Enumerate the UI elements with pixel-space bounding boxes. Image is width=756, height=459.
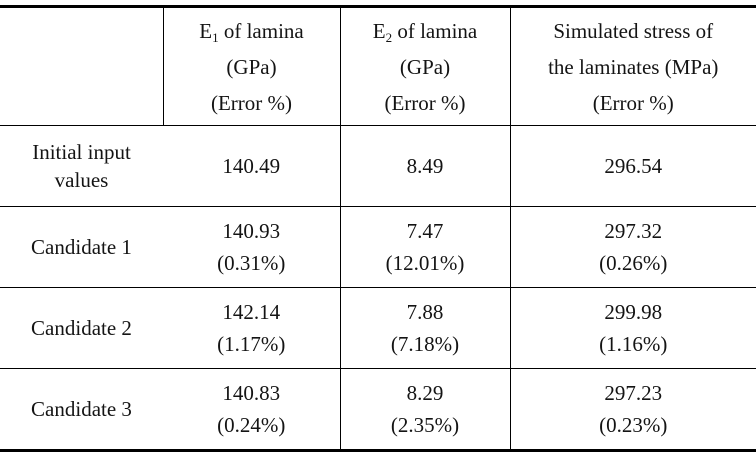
stress-value: 296.54 — [511, 150, 756, 182]
e2-value-cell: 8.29 (2.35%) — [340, 369, 510, 451]
row-label: Candidate 3 — [0, 369, 163, 451]
stress-error: (1.16%) — [511, 328, 756, 360]
e2-error: (7.18%) — [341, 328, 510, 360]
stress-error: (0.26%) — [511, 247, 756, 279]
stress-value: 297.32 — [511, 215, 756, 247]
column-header-stress-title-line2: the laminates (MPa) — [511, 49, 756, 85]
header-row: E1 of lamina (GPa) (Error %) E2 of lamin… — [0, 7, 756, 126]
column-header-e1-title: E1 of lamina — [164, 13, 340, 49]
stress-value-cell: 296.54 — [510, 126, 756, 207]
e1-error: (0.24%) — [163, 409, 340, 441]
column-header-stress-title-line1: Simulated stress of — [511, 13, 756, 49]
column-header-stress: Simulated stress of the laminates (MPa) … — [510, 7, 756, 126]
e1-value-cell: 140.83 (0.24%) — [163, 369, 340, 451]
column-header-e2: E2 of lamina (GPa) (Error %) — [340, 7, 510, 126]
e2-value-cell: 7.47 (12.01%) — [340, 207, 510, 288]
row-label: Candidate 2 — [0, 288, 163, 369]
e2-error: (12.01%) — [341, 247, 510, 279]
corner-cell — [0, 7, 163, 126]
table-row-candidate-1: Candidate 1 140.93 (0.31%) 7.47 (12.01%)… — [0, 207, 756, 288]
stress-value: 297.23 — [511, 377, 756, 409]
row-label: Initial input values — [0, 126, 163, 207]
e1-error: (0.31%) — [163, 247, 340, 279]
e1-value: 140.83 — [163, 377, 340, 409]
stress-value-cell: 297.23 (0.23%) — [510, 369, 756, 451]
e1-value: 140.49 — [163, 150, 340, 182]
results-table: E1 of lamina (GPa) (Error %) E2 of lamin… — [0, 5, 756, 452]
e2-value: 7.47 — [341, 215, 510, 247]
row-label: Candidate 1 — [0, 207, 163, 288]
e1-error: (1.17%) — [163, 328, 340, 360]
column-header-stress-error: (Error %) — [511, 85, 756, 121]
e2-value-cell: 7.88 (7.18%) — [340, 288, 510, 369]
e2-value: 7.88 — [341, 296, 510, 328]
e2-error: (2.35%) — [341, 409, 510, 441]
stress-value-cell: 299.98 (1.16%) — [510, 288, 756, 369]
column-header-e1-unit: (GPa) — [164, 49, 340, 85]
table-row-candidate-3: Candidate 3 140.83 (0.24%) 8.29 (2.35%) … — [0, 369, 756, 451]
table-row-candidate-2: Candidate 2 142.14 (1.17%) 7.88 (7.18%) … — [0, 288, 756, 369]
e1-value-cell: 142.14 (1.17%) — [163, 288, 340, 369]
e1-value: 142.14 — [163, 296, 340, 328]
e1-value-cell: 140.93 (0.31%) — [163, 207, 340, 288]
stress-error: (0.23%) — [511, 409, 756, 441]
table-row-initial: Initial input values 140.49 8.49 296.54 — [0, 126, 756, 207]
column-header-e1: E1 of lamina (GPa) (Error %) — [163, 7, 340, 126]
e2-value: 8.49 — [341, 150, 510, 182]
column-header-e1-error: (Error %) — [164, 85, 340, 121]
column-header-e2-unit: (GPa) — [341, 49, 510, 85]
e2-value-cell: 8.49 — [340, 126, 510, 207]
e1-value: 140.93 — [163, 215, 340, 247]
e1-value-cell: 140.49 — [163, 126, 340, 207]
column-header-e2-error: (Error %) — [341, 85, 510, 121]
e2-value: 8.29 — [341, 377, 510, 409]
stress-value: 299.98 — [511, 296, 756, 328]
stress-value-cell: 297.32 (0.26%) — [510, 207, 756, 288]
column-header-e2-title: E2 of lamina — [341, 13, 510, 49]
